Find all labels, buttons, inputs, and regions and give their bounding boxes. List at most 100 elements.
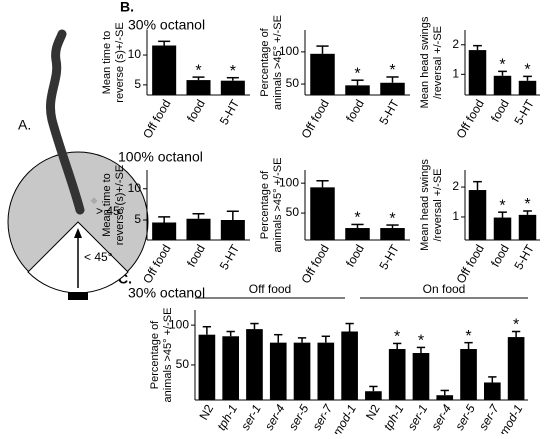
x-tick-label: 5-HT	[511, 242, 537, 273]
bar	[222, 336, 240, 400]
bar	[186, 218, 211, 240]
x-tick-label: mod-1	[330, 402, 359, 434]
x-tick-label: Off food	[453, 242, 486, 286]
bar	[345, 228, 370, 240]
bar	[507, 337, 525, 400]
y-axis-label: reverse (s)+/-SE	[114, 22, 126, 102]
angle-label: < 45°	[84, 250, 113, 264]
bar	[198, 334, 216, 400]
bar	[380, 82, 405, 95]
bar	[468, 50, 487, 95]
bar	[345, 85, 370, 95]
angle-label: > 45°	[96, 204, 125, 218]
y-tick-label: 1	[452, 66, 459, 80]
worm-diagram	[7, 29, 149, 300]
bar	[152, 45, 177, 95]
bar	[310, 187, 335, 240]
x-tick-label: food	[488, 242, 512, 269]
bar	[310, 53, 335, 95]
significance-marker: *	[230, 63, 236, 80]
x-tick-label: 5-HT	[376, 97, 402, 128]
bar	[246, 329, 263, 400]
bar	[518, 80, 537, 95]
x-tick-label: tph-1	[214, 402, 240, 433]
significance-marker: *	[354, 210, 360, 227]
x-tick-label: ser-5	[286, 402, 312, 433]
x-tick-label: Off food	[298, 242, 331, 286]
bar	[152, 222, 177, 240]
x-tick-label: tph-1	[381, 402, 407, 433]
significance-marker: *	[524, 62, 530, 79]
y-axis-label: animals >45° +/-SE	[162, 308, 174, 403]
y-axis-label: Mean head swings	[419, 159, 431, 251]
group-label: Off food	[249, 282, 291, 296]
y-tick-label: 2	[452, 179, 459, 193]
x-tick-label: mod-1	[496, 402, 525, 434]
significance-marker: *	[389, 210, 395, 227]
bar	[468, 190, 487, 240]
y-axis-label: reverse (s)+/-SE	[114, 165, 126, 245]
x-tick-label: food	[488, 97, 512, 124]
significance-marker: *	[389, 62, 395, 79]
y-axis-label: animals >45° +/-SE	[272, 15, 284, 110]
y-axis-label: Percentage of	[259, 27, 271, 96]
y-axis-label: Mean head swings	[419, 16, 431, 108]
bar	[220, 80, 245, 95]
significance-marker: *	[418, 333, 424, 350]
significance-marker: *	[499, 197, 505, 214]
x-tick-label: ser-1	[238, 402, 264, 432]
y-tick-label: 50	[286, 76, 300, 90]
significance-marker: *	[465, 328, 471, 345]
x-tick-label: food	[343, 242, 367, 269]
x-tick-label: ser-4	[262, 402, 288, 433]
significance-marker: *	[195, 62, 201, 79]
y-tick-label: 5	[134, 77, 141, 91]
bar	[269, 342, 287, 400]
bar	[380, 228, 405, 240]
significance-marker: *	[499, 57, 505, 74]
bar	[186, 80, 211, 95]
x-tick-label: N2	[196, 402, 216, 423]
x-tick-label: 5-HT	[376, 242, 402, 273]
y-tick-label: 50	[286, 205, 300, 219]
y-tick-label: 10	[128, 181, 142, 195]
x-tick-label: Off food	[140, 242, 173, 286]
significance-marker: *	[524, 196, 530, 213]
bar	[341, 331, 358, 400]
bar	[412, 353, 430, 400]
x-tick-label: ser-1	[405, 402, 431, 432]
x-tick-label: ser-4	[428, 402, 454, 433]
x-tick-label: N2	[363, 402, 383, 423]
y-tick-label: 5	[134, 212, 141, 226]
x-tick-label: Off food	[140, 97, 173, 141]
bar	[436, 395, 454, 400]
y-tick-label: 2	[452, 37, 459, 51]
group-title: 100% octanol	[118, 149, 203, 165]
y-axis-label: Mean time to	[101, 31, 113, 95]
group-title: 30% octanol	[128, 17, 205, 33]
significance-marker: *	[513, 317, 519, 334]
x-tick-label: food	[184, 242, 208, 269]
y-axis-label: Percentage of	[149, 320, 161, 389]
y-tick-label: 1	[452, 209, 459, 223]
y-tick-label: 100	[169, 317, 189, 331]
x-tick-label: food	[184, 97, 208, 124]
x-tick-label: 5-HT	[511, 97, 537, 128]
bar	[388, 349, 406, 400]
x-tick-label: Off food	[453, 97, 486, 141]
x-tick-label: food	[343, 97, 367, 124]
group-label: On food	[423, 282, 466, 296]
y-tick-label: 100	[279, 44, 299, 58]
y-tick-label: 10	[128, 47, 142, 61]
significance-marker: *	[354, 65, 360, 82]
bar	[365, 391, 382, 400]
x-tick-label: ser-5	[452, 402, 478, 433]
y-axis-label: animals >45° +/-SE	[272, 158, 284, 253]
y-axis-label: /reversal +/-SE	[432, 26, 444, 99]
significance-marker: *	[394, 329, 400, 346]
bar	[220, 220, 245, 240]
x-tick-label: 5-HT	[217, 242, 243, 273]
bar	[493, 75, 512, 95]
y-axis-label: /reversal +/-SE	[432, 168, 444, 241]
